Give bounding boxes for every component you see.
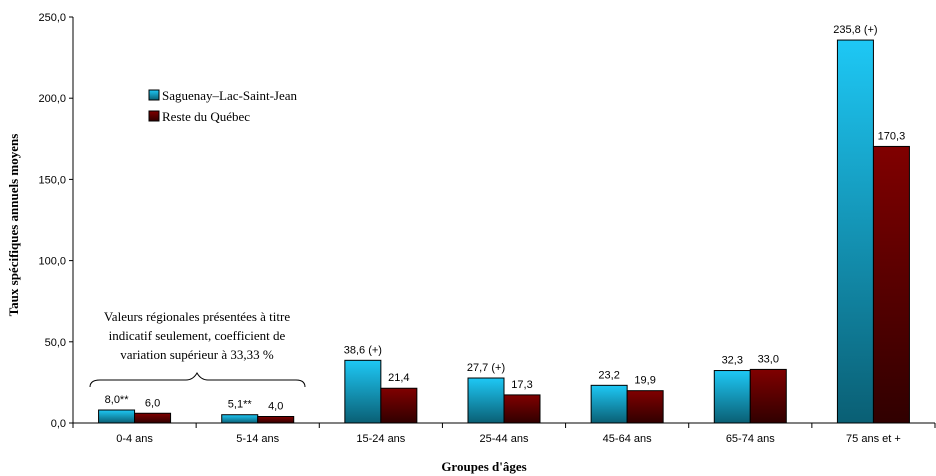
x-tick-label: 75 ans et + (846, 433, 901, 445)
data-label-saguenay: 38,6 (+) (344, 344, 382, 356)
bar-reste (380, 387, 418, 424)
y-tick-label: 250,0 (38, 12, 66, 24)
annotation-line-3: variation supérieur à 33,33 % (120, 347, 274, 362)
bar-reste (749, 368, 787, 424)
legend-label-reste: Reste du Québec (162, 109, 250, 124)
data-label-saguenay: 235,8 (+) (833, 24, 877, 36)
bar-reste (503, 394, 541, 424)
bar-saguenay (836, 39, 874, 424)
x-axis-ticks: 0-4 ans 5-14 ans 15-24 ans 25-44 ans 45-64 a… (72, 423, 936, 445)
bar-saguenay (713, 370, 751, 424)
legend-label-saguenay: Saguenay–Lac-Saint-Jean (162, 88, 298, 103)
data-label-reste: 170,3 (878, 130, 906, 142)
y-tick-label: 100,0 (38, 256, 66, 268)
bar-reste (626, 390, 664, 424)
annotation: Valeurs régionales présentées à titre in… (89, 309, 306, 388)
data-label-saguenay: 32,3 (722, 355, 743, 367)
bar-saguenay (98, 409, 136, 424)
annotation-line-2: indicatif seulement, coefficient de (109, 328, 286, 343)
data-label-reste: 21,4 (388, 372, 409, 384)
data-label-reste: 4,0 (268, 401, 283, 413)
x-tick-label: 0-4 ans (116, 433, 153, 445)
x-tick-label: 45-64 ans (603, 433, 652, 445)
data-label-reste: 33,0 (758, 353, 779, 365)
legend-swatch-reste (148, 110, 160, 122)
legend-swatch-saguenay (148, 89, 160, 101)
data-label-saguenay: 23,2 (598, 369, 619, 381)
annotation-line-1: Valeurs régionales présentées à titre (104, 309, 290, 324)
bar-saguenay (221, 414, 259, 424)
data-label-reste: 19,9 (634, 375, 655, 387)
legend: Saguenay–Lac-Saint-Jean Reste du Québec (148, 88, 298, 124)
x-tick-label: 25-44 ans (480, 433, 529, 445)
bar-reste (257, 416, 295, 424)
x-tick-label: 15-24 ans (356, 433, 405, 445)
bar-saguenay (590, 384, 628, 424)
data-label-reste: 6,0 (145, 397, 160, 409)
data-labels: 8,0** 6,0 5,1** 4,0 38,6 (+) 21,4 27,7 (+) 17,3… (105, 24, 906, 412)
bar-reste (134, 412, 172, 424)
data-label-saguenay: 8,0** (105, 394, 130, 406)
bar-reste (872, 145, 910, 424)
data-label-saguenay: 5,1** (228, 399, 253, 411)
bars (98, 39, 910, 424)
y-axis-ticks: 0,0 50,0 100,0 150,0 200,0 250,0 (38, 12, 73, 430)
y-axis-title: Taux spécifiques annuels moyens (6, 134, 21, 317)
bar-saguenay (344, 359, 382, 424)
x-tick-label: 5-14 ans (236, 433, 279, 445)
data-label-saguenay: 27,7 (+) (467, 362, 505, 374)
x-tick-label: 65-74 ans (726, 433, 775, 445)
x-axis-title: Groupes d'âges (441, 459, 526, 474)
y-tick-label: 0,0 (51, 418, 66, 430)
bar-saguenay (467, 377, 505, 424)
y-tick-label: 50,0 (45, 337, 66, 349)
y-tick-label: 200,0 (38, 93, 66, 105)
y-tick-label: 150,0 (38, 174, 66, 186)
annotation-brace (89, 371, 306, 388)
data-label-reste: 17,3 (511, 379, 532, 391)
